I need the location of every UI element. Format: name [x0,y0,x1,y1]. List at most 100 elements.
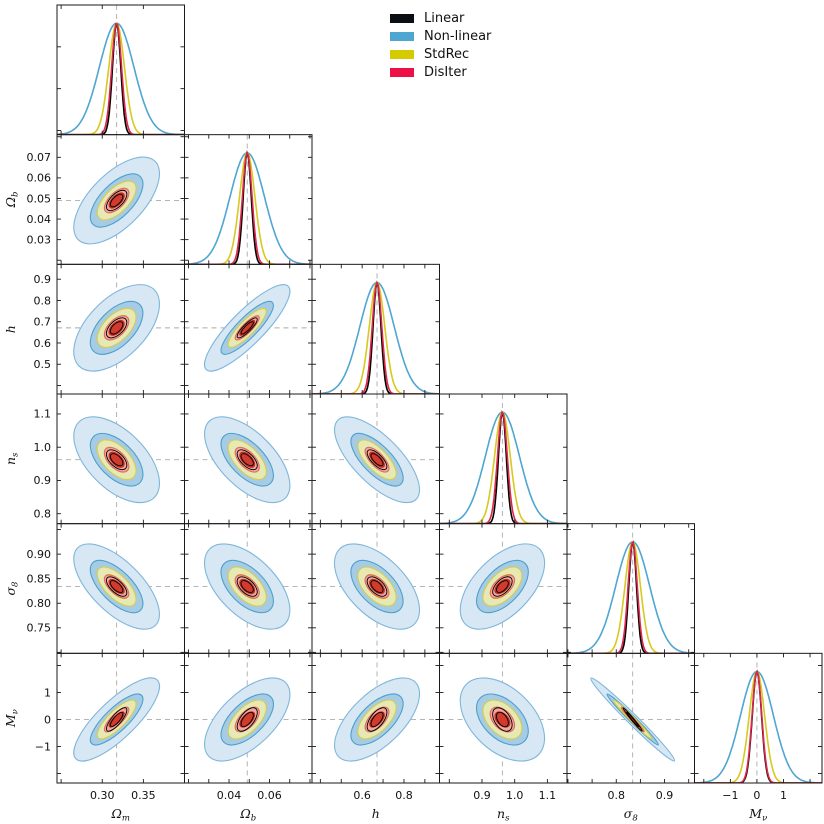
x-tick-label-omega_b: 0.06 [257,789,282,802]
contour-disiter-1sigma [108,451,125,468]
density-curve-non-linear-M_nu [694,670,822,784]
contour-disiter-1sigma [239,319,256,336]
contour-linear-2sigma [366,576,388,597]
tick-marks [312,394,440,524]
density-curve-disiter-sigma_8 [567,540,695,654]
panel-omega_b-1d [184,134,312,265]
contour-disiter-1sigma [369,578,385,595]
contour-linear-2sigma [366,449,388,471]
y-tick-label-omega_b: 0.06 [27,172,52,185]
x-tick-label-M_nu: 0 [753,789,760,802]
y-axis-title-M_nu: Mν [3,709,21,728]
legend-swatch-disiter [390,68,414,77]
x-tick-label-n_s: 1.0 [506,789,524,802]
density-curve-linear-n_s [439,410,567,524]
contour-linear-1sigma [109,193,124,208]
panel-sigma_8-vs-n_s [439,523,567,654]
contour-linear-1sigma [240,321,254,335]
x-tick-label-sigma_8: 0.9 [656,789,674,802]
contour-linear-2sigma [622,707,643,732]
panel-n_s-vs-omega_b [184,394,312,524]
legend: Linear Non-linear StdRec DisIter [390,10,491,82]
x-axis-title-n_s: ns [497,806,510,824]
x-tick-label-sigma_8: 0.8 [608,789,626,802]
tick-marks [567,523,695,654]
density-curve-stdrec-n_s [439,411,567,524]
y-tick-label-n_s: 0.8 [34,507,52,520]
legend-swatch-linear [390,14,414,23]
y-tick-label-h: 0.5 [34,358,52,371]
contour-disiter-1sigma [239,451,256,468]
tick-marks [312,264,440,395]
y-tick-label-n_s: 1.1 [34,408,52,421]
contour-linear-2sigma [236,576,258,597]
contour-linear-2sigma [105,449,128,471]
legend-item-stdrec: StdRec [390,46,491,63]
panel-h-1d [312,264,440,395]
legend-label-disiter: DisIter [424,65,467,80]
panel-h-vs-omega_m [57,264,185,395]
density-curve-disiter-h [312,280,440,395]
x-axis-title-M_nu: Mν [748,806,767,824]
x-tick-label-M_nu: −1 [722,789,738,802]
density-curve-linear-h [312,282,440,395]
tick-marks [439,653,567,784]
x-tick-label-h: 0.8 [395,789,413,802]
density-curve-non-linear-sigma_8 [567,541,695,654]
panel-sigma_8-vs-omega_b [184,523,312,654]
contour-linear-2sigma [492,576,513,597]
legend-item-disiter: DisIter [390,64,491,81]
contour-linear-2sigma [105,189,128,212]
contour-disiter-1sigma [108,578,125,595]
y-tick-label-sigma_8: 0.75 [27,622,52,635]
y-tick-label-M_nu: 0 [44,713,51,726]
contour-linear-2sigma [105,317,128,339]
density-curve-disiter-n_s [439,410,567,524]
contour-disiter-1sigma [108,192,125,209]
panel-h-vs-omega_b [184,264,312,395]
panel-M_nu-vs-h [312,653,440,784]
y-tick-label-sigma_8: 0.85 [27,572,52,585]
contour-disiter-1sigma [239,578,256,595]
density-curve-stdrec-M_nu [694,670,822,784]
y-axis-title-sigma_8: σ8 [3,581,21,596]
x-axis-title-sigma_8: σ8 [624,806,639,824]
panel-M_nu-vs-omega_m [57,653,185,784]
tick-marks [184,653,312,784]
tick-marks [57,134,185,265]
density-curve-disiter-M_nu [694,669,822,784]
y-axis-title-h: h [3,325,18,333]
y-tick-label-h: 0.6 [34,337,52,350]
x-tick-label-h: 0.6 [353,789,371,802]
contour-linear-1sigma [240,453,254,467]
y-tick-label-sigma_8: 0.90 [27,548,52,561]
y-axis-title-omega_b: Ωb [3,192,21,209]
contour-disiter-1sigma [494,711,511,728]
contour-linear-1sigma [370,453,384,467]
y-tick-label-omega_b: 0.03 [27,233,52,246]
contour-linear-2sigma [236,317,258,339]
tick-marks [312,653,440,784]
contour-disiter-1sigma [108,319,125,336]
panel-M_nu-1d [694,653,822,784]
contour-linear-2sigma [236,449,258,471]
contour-linear-1sigma [626,711,639,728]
tick-marks [57,5,185,135]
x-tick-label-M_nu: 1 [780,789,787,802]
y-tick-label-omega_b: 0.05 [27,192,52,205]
y-tick-label-h: 0.9 [34,273,52,286]
panel-omega_m-1d [57,5,185,135]
x-tick-label-n_s: 1.1 [539,789,557,802]
contour-linear-1sigma [240,711,254,728]
density-curve-non-linear-n_s [439,411,567,524]
y-tick-label-h: 0.8 [34,294,52,307]
tick-marks [567,653,695,784]
tick-marks [57,264,185,395]
density-curve-non-linear-omega_m [57,22,185,135]
contour-linear-2sigma [366,707,388,732]
legend-item-linear: Linear [390,10,491,27]
density-curve-stdrec-omega_m [57,22,185,135]
y-tick-label-M_nu: 1 [44,686,51,699]
panel-border [694,652,823,784]
